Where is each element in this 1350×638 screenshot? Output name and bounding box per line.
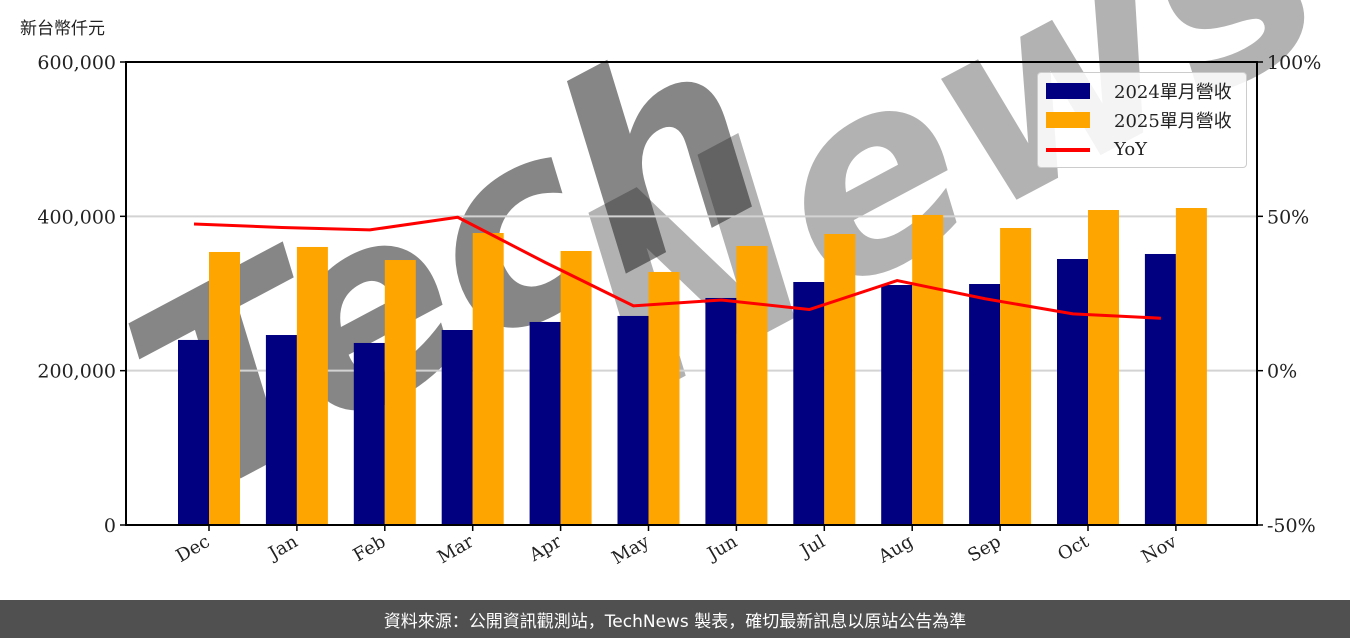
x-tick-label: Apr	[525, 531, 565, 566]
legend-swatch-yoy	[1046, 148, 1090, 152]
bar-2024	[1057, 259, 1088, 525]
x-tick-label: Jun	[702, 531, 741, 566]
bar-2024	[441, 329, 473, 525]
y-axis-unit-label: 新台幣仟元	[20, 19, 105, 39]
y-tick-label: 0	[104, 515, 116, 537]
y2-tick-label: 50%	[1267, 206, 1309, 228]
bar-2024	[617, 315, 649, 525]
bar-2025	[824, 234, 856, 525]
x-tick-label: Jan	[264, 531, 302, 565]
bar-2024	[353, 342, 385, 525]
bar-2025	[1088, 210, 1119, 525]
x-tick-label: Mar	[434, 531, 478, 568]
y2-tick-label: 100%	[1267, 52, 1321, 74]
y2-tick-label: 0%	[1267, 361, 1297, 383]
bar-2025	[912, 214, 944, 525]
bar-2024	[265, 335, 297, 525]
yoy-line	[193, 215, 1161, 320]
legend-item-2024: 2024單月營收	[1046, 79, 1232, 103]
bar-2025	[209, 251, 240, 526]
plot-frame	[125, 61, 1258, 526]
x-tick-label: Oct	[1054, 531, 1093, 566]
bar-2025	[736, 245, 768, 525]
legend-item-2025: 2025單月營收	[1046, 108, 1232, 132]
source-footer-text: 資料來源：公開資訊觀測站，TechNews 製表，確切最新訊息以原站公告為準	[383, 611, 967, 632]
legend-label-2025: 2025單月營收	[1114, 111, 1232, 132]
bar-2024	[793, 282, 825, 525]
bar-2024	[705, 297, 737, 525]
bar-2024	[178, 339, 209, 525]
bar-2024	[529, 321, 561, 525]
yoy-polyline	[193, 215, 1161, 320]
x-tick-label: Sep	[964, 531, 1004, 566]
bar-2025	[296, 246, 328, 525]
source-footer: 資料來源：公開資訊觀測站，TechNews 製表，確切最新訊息以原站公告為準	[0, 600, 1350, 638]
y-tick-label: 600,000	[37, 52, 116, 74]
bar-2024	[881, 285, 913, 525]
bar-2024	[969, 284, 1001, 525]
x-tick-label: Feb	[350, 531, 390, 566]
bar-2025	[472, 233, 504, 525]
legend: 2024單月營收 2025單月營收 YoY	[1037, 72, 1247, 168]
legend-label-2024: 2024單月營收	[1114, 82, 1232, 103]
x-tick-label: Nov	[1138, 531, 1181, 568]
bar-2025	[384, 260, 416, 525]
legend-label-yoy: YoY	[1114, 138, 1148, 160]
x-tick-label: Dec	[173, 531, 214, 567]
bars	[178, 207, 1207, 526]
x-tick-label: Jul	[795, 531, 829, 563]
x-tick-label: May	[608, 531, 653, 569]
bar-2024	[1144, 253, 1176, 525]
revenue-chart: TechNews 0200,000400,000600,000-50%0%50%…	[37, 0, 1350, 569]
legend-swatch-2024	[1046, 83, 1090, 99]
bar-2025	[1000, 227, 1032, 525]
bar-2025	[1175, 207, 1207, 525]
legend-item-yoy: YoY	[1046, 137, 1147, 161]
legend-swatch-2025	[1046, 112, 1090, 128]
y-tick-label: 400,000	[37, 206, 116, 228]
y2-tick-label: -50%	[1267, 515, 1316, 537]
y-tick-label: 200,000	[37, 361, 116, 383]
bar-2025	[560, 250, 592, 525]
bar-2025	[648, 271, 680, 525]
x-tick-label: Aug	[874, 531, 917, 568]
